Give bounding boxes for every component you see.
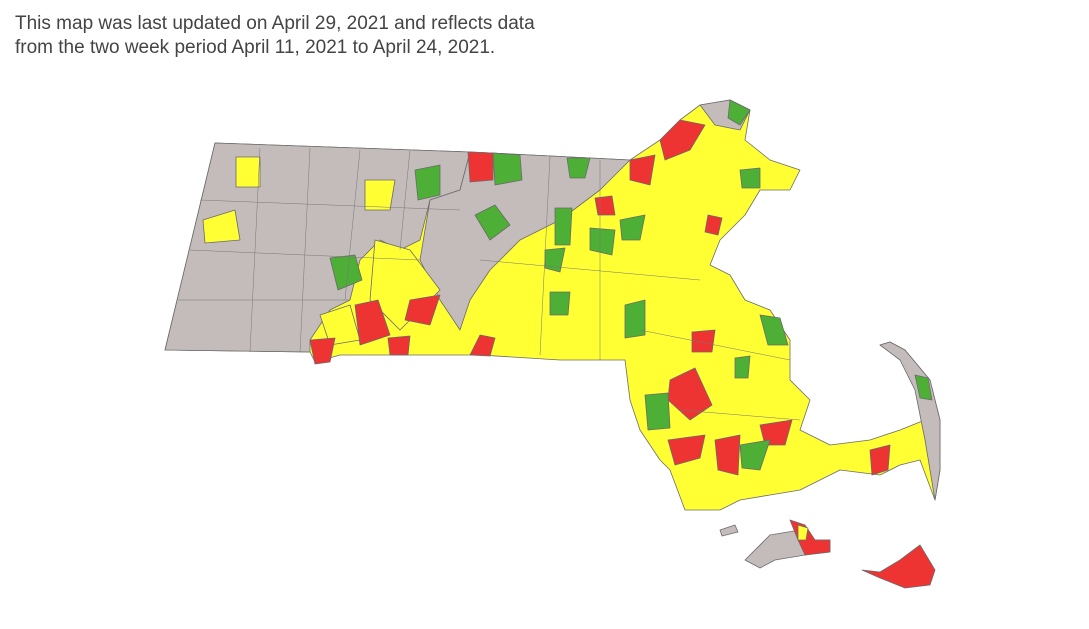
town (734, 355, 751, 379)
town-boundaries (178, 147, 801, 421)
town (619, 214, 646, 241)
town (235, 156, 261, 188)
boundary (539, 155, 551, 356)
town (914, 374, 933, 401)
caption-line: This map was last updated on April 29, 2… (15, 13, 535, 34)
town (404, 294, 441, 326)
boundary (249, 147, 261, 353)
boundary (299, 147, 311, 353)
town (704, 214, 723, 236)
boundary (399, 149, 411, 251)
town (739, 167, 761, 189)
boundary (679, 409, 801, 421)
town (549, 291, 571, 316)
town (554, 207, 573, 246)
town (739, 439, 771, 471)
town (202, 209, 241, 244)
town (624, 299, 646, 339)
town (414, 164, 441, 201)
region-cape-tip (879, 341, 941, 501)
caption: This map was last updated on April 29, 2… (15, 12, 535, 60)
town (797, 524, 809, 541)
town (469, 334, 496, 357)
boundary (199, 199, 461, 211)
island (719, 524, 739, 537)
town (566, 157, 591, 179)
island-nantucket (861, 544, 936, 589)
town (714, 434, 741, 476)
caption-line: from the two week period April 11, 2021 … (15, 37, 496, 58)
boundary (344, 149, 361, 301)
boundary (479, 259, 701, 281)
town (727, 99, 751, 126)
town (544, 247, 566, 273)
town (759, 419, 793, 446)
town (659, 119, 706, 161)
town (667, 434, 706, 466)
town (691, 329, 716, 353)
town (492, 152, 523, 186)
town (589, 227, 616, 256)
town (644, 392, 671, 431)
town (354, 299, 391, 346)
town (309, 337, 336, 365)
town (759, 314, 789, 346)
town (364, 179, 396, 211)
boundary (639, 329, 791, 361)
town (329, 254, 363, 291)
town (387, 335, 411, 356)
town (869, 444, 891, 476)
town (629, 154, 656, 186)
town (594, 195, 616, 216)
town (467, 151, 494, 183)
town (474, 204, 511, 241)
